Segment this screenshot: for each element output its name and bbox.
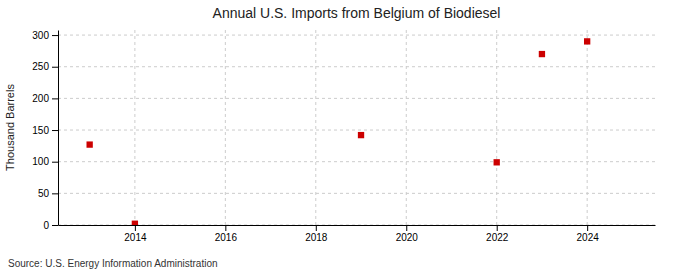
- tick-mark: [52, 35, 58, 36]
- tick-label: 100: [32, 156, 49, 167]
- tick: 0: [43, 220, 58, 231]
- axis-domain: [58, 31, 59, 226]
- grid-line-x: [587, 30, 588, 225]
- tick-mark: [225, 225, 226, 231]
- grid-line-y: [58, 225, 655, 226]
- tick: 150: [32, 125, 58, 136]
- grid-line-x: [406, 30, 407, 225]
- chart-svg: 2014 2016 2018 2020 2022 2024 0 50 100 150 200 250 3…: [0, 0, 675, 275]
- tick-mark: [52, 225, 58, 226]
- tick-label: 2014: [124, 232, 147, 243]
- tick-label: 200: [32, 93, 49, 104]
- tick-mark: [587, 225, 588, 231]
- tick-mark: [52, 193, 58, 194]
- tick: 2014: [124, 225, 147, 243]
- point: [86, 141, 92, 147]
- point: [358, 132, 364, 138]
- tick-mark: [497, 225, 498, 231]
- tick-mark: [52, 130, 58, 131]
- tick-mark: [52, 98, 58, 99]
- tick-label: 2016: [215, 232, 238, 243]
- tick: 50: [38, 188, 58, 199]
- tick-mark: [135, 225, 136, 231]
- y-axis: 0 50 100 150 200 250 300: [32, 30, 58, 231]
- tick-label: 2024: [577, 232, 600, 243]
- grid-line-y: [58, 98, 655, 99]
- y-axis-label: Thousand Barrels: [4, 84, 16, 171]
- axis-domain: [59, 225, 656, 226]
- source-annotation: Source: U.S. Energy Information Administ…: [8, 258, 218, 269]
- tick: 2024: [577, 225, 600, 243]
- tick-mark: [52, 162, 58, 163]
- tick: 300: [32, 30, 58, 41]
- grid-line-x: [134, 30, 135, 225]
- point: [494, 159, 500, 165]
- points: [86, 38, 590, 225]
- grid-line-y: [58, 193, 655, 194]
- grid-line-y: [58, 130, 655, 131]
- x-axis: 2014 2016 2018 2020 2022 2024: [59, 225, 656, 243]
- grid-line-x: [496, 30, 497, 225]
- tick-label: 2020: [396, 232, 419, 243]
- tick: 200: [32, 93, 58, 104]
- point: [132, 221, 138, 225]
- tick: 100: [32, 156, 58, 167]
- grid: [58, 30, 655, 225]
- grid-line-y: [58, 66, 655, 67]
- plot-area: 2014 2016 2018 2020 2022 2024 0 50 100 150 200 250 3…: [32, 30, 655, 243]
- tick: 250: [32, 61, 58, 72]
- tick-label: 2022: [486, 232, 509, 243]
- point: [539, 51, 545, 57]
- tick-label: 150: [32, 125, 49, 136]
- title: Annual U.S. Imports from Belgium of Biod…: [213, 5, 501, 21]
- tick-label: 0: [43, 220, 49, 231]
- tick-label: 2018: [305, 232, 328, 243]
- tick-label: 300: [32, 30, 49, 41]
- grid-line-y: [58, 161, 655, 162]
- grid-line-x: [315, 30, 316, 225]
- tick: 2018: [305, 225, 328, 243]
- tick-label: 50: [38, 188, 50, 199]
- grid-line-x: [225, 30, 226, 225]
- grid-line-y: [58, 35, 655, 36]
- tick-mark: [52, 67, 58, 68]
- tick: 2022: [486, 225, 509, 243]
- tick-mark: [406, 225, 407, 231]
- tick: 2016: [215, 225, 238, 243]
- tick: 2020: [396, 225, 419, 243]
- tick-mark: [316, 225, 317, 231]
- point: [584, 38, 590, 44]
- tick-label: 250: [32, 61, 49, 72]
